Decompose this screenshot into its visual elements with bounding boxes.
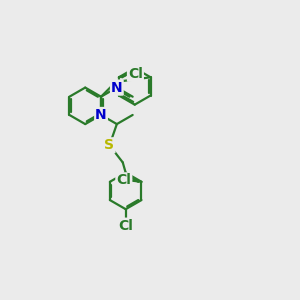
Text: N: N [111,81,123,94]
Text: Cl: Cl [128,67,143,81]
Text: S: S [104,138,115,152]
Text: Cl: Cl [116,173,131,187]
Text: N: N [95,108,107,122]
Text: Cl: Cl [118,219,133,233]
